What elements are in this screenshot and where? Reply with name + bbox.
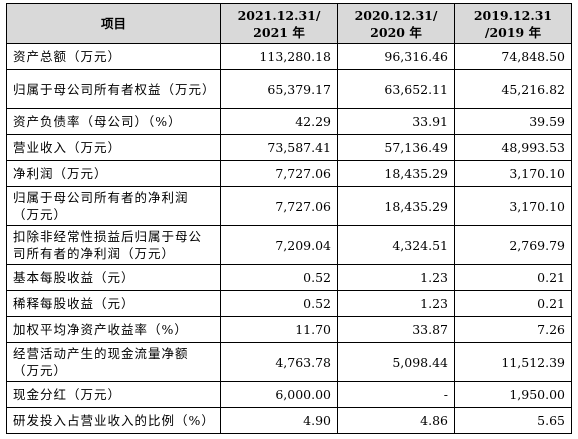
table-row: 加权平均净资产收益率（%） 11.70 33.87 7.26 [6,316,572,343]
value-2021: 113,280.18 [220,43,338,70]
value-2020: 33.91 [337,108,455,135]
value-2019: 5.65 [454,407,572,434]
value-2021: 7,209.04 [220,225,338,265]
table-row: 归属于母公司所有者的净利润（万元） 7,727.06 18,435.29 3,1… [6,186,572,226]
row-label: 基本每股收益（元） [6,264,221,291]
value-2020: 5,098.44 [337,342,455,382]
header-2020: 2020.12.31/ 2020 年 [337,3,455,44]
value-2020: 1.23 [337,290,455,317]
row-label: 经营活动产生的现金流量净额（万元） [6,342,221,382]
row-label: 营业收入（万元） [6,134,221,161]
row-label: 归属于母公司所有者的净利润（万元） [6,186,221,226]
table-row: 稀释每股收益（元） 0.52 1.23 0.21 [6,290,572,317]
row-label: 加权平均净资产收益率（%） [6,316,221,343]
value-2021: 6,000.00 [220,381,338,408]
row-label: 净利润（万元） [6,160,221,187]
value-2020: 4,324.51 [337,225,455,265]
value-2020: 33.87 [337,316,455,343]
value-2020: 63,652.11 [337,69,455,109]
row-label: 资产总额（万元） [6,43,221,70]
table-row: 基本每股收益（元） 0.52 1.23 0.21 [6,264,572,291]
header-2019: 2019.12.31 /2019 年 [454,3,572,44]
value-2021: 42.29 [220,108,338,135]
row-label: 稀释每股收益（元） [6,290,221,317]
value-2020: 18,435.29 [337,160,455,187]
table-row: 营业收入（万元） 73,587.41 57,136.49 48,993.53 [6,134,572,161]
value-2021: 0.52 [220,290,338,317]
value-2019: 48,993.53 [454,134,572,161]
value-2021: 0.52 [220,264,338,291]
value-2020: 4.86 [337,407,455,434]
value-2021: 11.70 [220,316,338,343]
table-row: 扣除非经常性损益后归属于母公司所有者的净利润（万元） 7,209.04 4,32… [6,225,572,265]
value-2019: 1,950.00 [454,381,572,408]
header-item: 项目 [6,3,221,44]
value-2020: 96,316.46 [337,43,455,70]
table-row: 现金分红（万元） 6,000.00 - 1,950.00 [6,381,572,408]
value-2019: 7.26 [454,316,572,343]
value-2020: 1.23 [337,264,455,291]
value-2021: 73,587.41 [220,134,338,161]
table-row: 资产负债率（母公司）（%） 42.29 33.91 39.59 [6,108,572,135]
value-2019: 39.59 [454,108,572,135]
table-row: 净利润（万元） 7,727.06 18,435.29 3,170.10 [6,160,572,187]
value-2019: 45,216.82 [454,69,572,109]
value-2019: 3,170.10 [454,160,572,187]
value-2021: 4,763.78 [220,342,338,382]
row-label: 资产负债率（母公司）（%） [6,108,221,135]
row-label: 归属于母公司所有者权益（万元） [6,69,221,109]
header-2021: 2021.12.31/ 2021 年 [220,3,338,44]
header-row: 项目 2021.12.31/ 2021 年 2020.12.31/ 2020 年… [6,3,572,44]
row-label: 研发投入占营业收入的比例（%） [6,407,221,434]
financial-indicators-table: 项目 2021.12.31/ 2021 年 2020.12.31/ 2020 年… [6,3,572,434]
value-2021: 7,727.06 [220,160,338,187]
table-row: 研发投入占营业收入的比例（%） 4.90 4.86 5.65 [6,407,572,434]
value-2019: 3,170.10 [454,186,572,226]
value-2020: 18,435.29 [337,186,455,226]
value-2021: 65,379.17 [220,69,338,109]
value-2019: 0.21 [454,264,572,291]
value-2019: 2,769.79 [454,225,572,265]
table-row: 经营活动产生的现金流量净额（万元） 4,763.78 5,098.44 11,5… [6,342,572,382]
value-2019: 11,512.39 [454,342,572,382]
row-label: 扣除非经常性损益后归属于母公司所有者的净利润（万元） [6,225,221,265]
value-2019: 74,848.50 [454,43,572,70]
table-header: 项目 2021.12.31/ 2021 年 2020.12.31/ 2020 年… [6,3,572,44]
value-2020: 57,136.49 [337,134,455,161]
value-2019: 0.21 [454,290,572,317]
table-row: 归属于母公司所有者权益（万元） 65,379.17 63,652.11 45,2… [6,69,572,109]
row-label: 现金分红（万元） [6,381,221,408]
table-row: 资产总额（万元） 113,280.18 96,316.46 74,848.50 [6,43,572,70]
table-body: 资产总额（万元） 113,280.18 96,316.46 74,848.50 … [6,43,572,434]
value-2020: - [337,381,455,408]
value-2021: 7,727.06 [220,186,338,226]
value-2021: 4.90 [220,407,338,434]
